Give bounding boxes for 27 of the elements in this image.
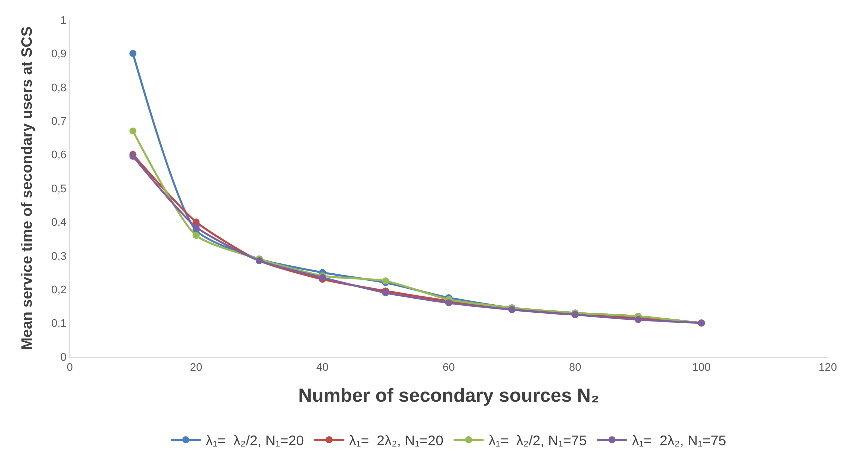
y-tick-label: 0,5 bbox=[52, 183, 67, 196]
y-tick-label: 0,6 bbox=[52, 150, 67, 162]
y-tick-label: 0,3 bbox=[52, 250, 67, 263]
y-tick-label: 0,9 bbox=[52, 48, 67, 61]
y-tick-label: 0,8 bbox=[52, 82, 67, 94]
x-tick-label: 80 bbox=[569, 362, 582, 374]
point bbox=[130, 50, 137, 58]
legend-label: λ₁= 2λ₂, N₁=75 bbox=[632, 432, 727, 448]
x-tick-label: 100 bbox=[692, 362, 711, 374]
x-tick-label: 60 bbox=[442, 362, 456, 374]
point bbox=[192, 224, 200, 231]
legend-label: λ₁= 2λ₂, N₁=20 bbox=[349, 432, 444, 448]
x-tick-label: 120 bbox=[818, 362, 838, 374]
y-axis-title: Mean service time of secondary users at SCS bbox=[18, 26, 36, 350]
y-tick-label: 0,1 bbox=[52, 318, 67, 330]
legend-label: λ₁= λ₂/2, N₁=20 bbox=[206, 432, 304, 448]
y-tick-label: 0,7 bbox=[52, 116, 67, 128]
x-tick-label: 40 bbox=[316, 362, 329, 374]
x-tick-label: 20 bbox=[190, 362, 202, 374]
point bbox=[192, 232, 200, 240]
legend-label: λ₁= λ₂/2, N₁=75 bbox=[488, 432, 588, 448]
point bbox=[130, 128, 137, 135]
y-tick-label: 0 bbox=[60, 352, 67, 364]
x-axis-title: Number of secondary sources N₂ bbox=[298, 386, 600, 407]
y-tick-label: 0,4 bbox=[52, 217, 67, 230]
y-tick-label: 1 bbox=[60, 14, 67, 27]
y-tick-label: 0,2 bbox=[52, 284, 67, 296]
